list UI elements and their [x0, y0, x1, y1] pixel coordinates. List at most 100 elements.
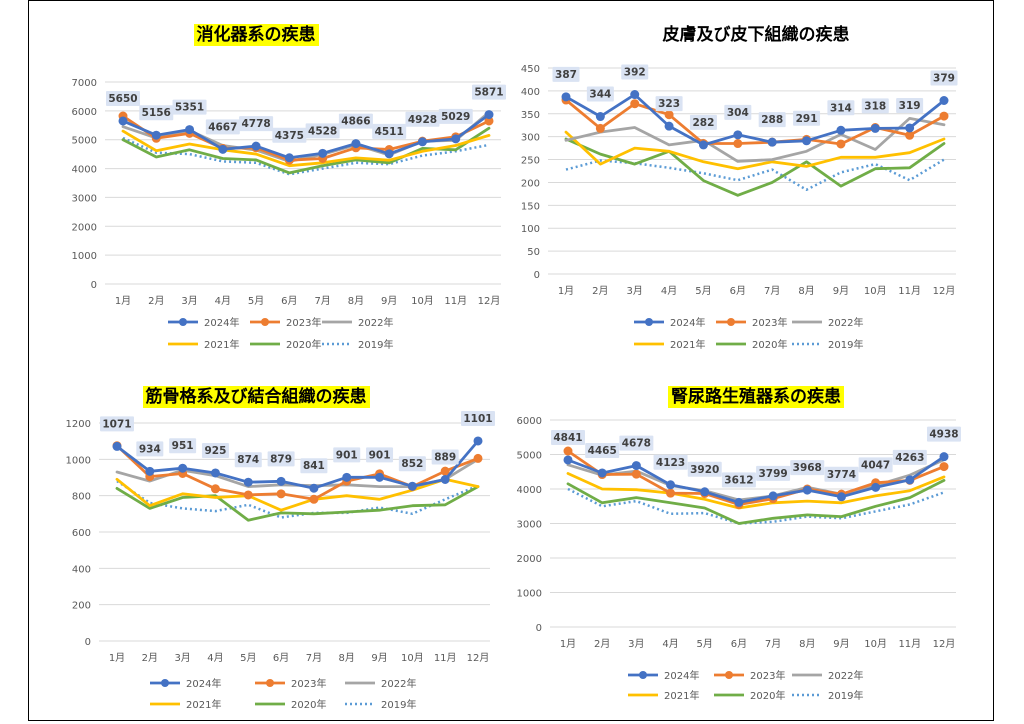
legend-label: 2019年: [381, 698, 416, 711]
legend-marker: [639, 671, 647, 679]
x-tick-label: 2月: [592, 285, 608, 297]
y-tick-label: 800: [72, 492, 91, 503]
x-tick-label: 5月: [240, 652, 256, 664]
data-point: [939, 462, 949, 472]
series-line: [116, 480, 479, 519]
x-tick-label: 10月: [864, 638, 887, 650]
data-point: [185, 125, 195, 135]
data-point: [939, 96, 949, 106]
y-tick-label: 5000: [517, 451, 542, 462]
x-tick-label: 6月: [281, 295, 297, 307]
data-label: 4678: [622, 438, 651, 450]
legend-marker: [179, 318, 187, 326]
legend-label: 2019年: [828, 338, 863, 351]
data-point: [251, 141, 261, 151]
x-tick-label: 4月: [207, 652, 223, 664]
data-point: [631, 469, 641, 479]
data-point: [561, 92, 571, 102]
series-line: [565, 158, 945, 192]
data-label-box: [790, 460, 825, 476]
data-label-box: [687, 461, 722, 477]
data-point: [375, 472, 385, 482]
x-tick-label: 5月: [697, 638, 713, 650]
data-point: [905, 130, 915, 140]
data-point: [243, 477, 253, 487]
data-point: [939, 452, 949, 462]
data-label-box: [300, 458, 328, 474]
y-tick-label: 150: [521, 201, 540, 212]
data-label-box: [239, 116, 274, 132]
series-line: [115, 439, 480, 490]
data-label: 4667: [208, 121, 237, 133]
y-tick-label: 350: [521, 110, 540, 121]
data-label: 4047: [861, 459, 890, 471]
data-point: [870, 123, 880, 133]
x-tick-label: 10月: [411, 295, 434, 307]
data-label: 4465: [588, 445, 617, 457]
data-point: [112, 441, 122, 451]
legend-label: 2022年: [358, 316, 393, 329]
data-point: [210, 468, 220, 478]
legend-label: 2024年: [204, 316, 239, 329]
x-tick-label: 9月: [371, 652, 387, 664]
data-label-box: [333, 447, 361, 463]
y-tick-label: 600: [72, 528, 91, 539]
x-tick-label: 4月: [662, 638, 678, 650]
y-tick-label: 50: [527, 247, 540, 258]
series-line: [564, 93, 946, 147]
data-label-box: [372, 123, 407, 139]
x-tick-label: 11月: [444, 295, 467, 307]
data-label: 387: [555, 69, 577, 81]
y-tick-label: 250: [521, 156, 540, 167]
y-tick-label: 100: [521, 224, 540, 235]
legend-label: 2021年: [186, 698, 221, 711]
data-point: [318, 148, 328, 158]
data-point: [630, 90, 640, 100]
data-label-box: [621, 64, 649, 80]
data-point: [664, 121, 674, 131]
chart-panel-digestive: 消化器系の疾患 0 1000 2000 3000 4000 5000 6000 7000 1月 2…: [0, 0, 512, 362]
data-point: [595, 112, 605, 122]
data-label: 4938: [929, 429, 958, 441]
y-tick-label: 0: [91, 280, 97, 291]
x-tick-label: 11月: [898, 285, 921, 297]
data-label: 901: [369, 449, 391, 461]
data-label-box: [927, 426, 961, 442]
line-chart: 0 200 400 600 800 1000 1200 1月 2月 3月 4月 5月 6月 7月 8月 9月 1…: [66, 410, 495, 711]
data-point: [218, 144, 228, 154]
y-tick-label: 1000: [517, 589, 542, 600]
data-label-box: [205, 119, 240, 135]
data-label: 5156: [142, 107, 171, 119]
y-tick-label: 200: [72, 601, 91, 612]
series-line: [567, 487, 945, 525]
data-point: [905, 475, 915, 485]
legend-label: 2022年: [828, 669, 863, 682]
data-label-box: [619, 435, 654, 451]
data-label: 314: [830, 102, 852, 114]
data-point: [767, 137, 777, 147]
series-line: [566, 455, 946, 504]
y-tick-label: 0: [536, 623, 542, 634]
y-tick-label: 4000: [72, 165, 97, 176]
data-label-box: [398, 456, 426, 472]
x-tick-label: 1月: [560, 638, 576, 650]
series-line: [121, 126, 491, 175]
figure-frame: [28, 0, 994, 721]
x-tick-label: 11月: [898, 638, 921, 650]
data-label-box: [106, 90, 140, 106]
data-point: [836, 139, 846, 149]
legend-label: 2020年: [291, 698, 326, 711]
data-point: [351, 139, 361, 149]
legend-label: 2024年: [186, 677, 221, 690]
legend-marker: [645, 318, 653, 326]
data-label: 874: [237, 454, 259, 466]
legend-marker: [727, 318, 735, 326]
data-label-box: [858, 457, 893, 473]
series-line: [564, 137, 946, 197]
x-tick-label: 10月: [401, 652, 424, 664]
data-label: 889: [434, 451, 456, 463]
data-point: [276, 476, 286, 486]
data-label-box: [552, 66, 580, 82]
data-label-box: [234, 452, 262, 468]
data-label: 3612: [724, 474, 753, 486]
